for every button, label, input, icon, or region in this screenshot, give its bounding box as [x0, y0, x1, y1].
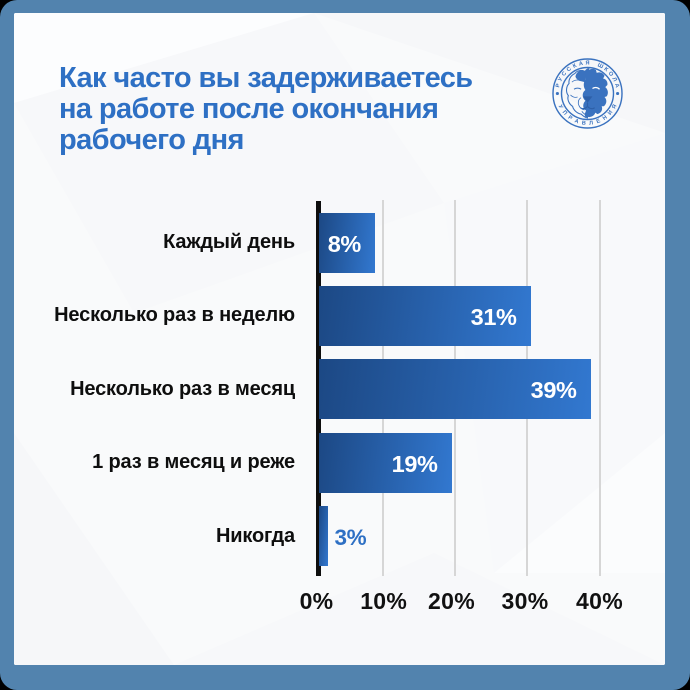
svg-text:Я: Я — [611, 103, 618, 109]
svg-text:И: И — [607, 109, 614, 116]
svg-text:А: А — [613, 83, 620, 88]
svg-text:Р: Р — [566, 114, 573, 121]
svg-text:Я: Я — [585, 60, 589, 66]
svg-text:О: О — [606, 70, 614, 78]
svg-text:Е: Е — [595, 118, 601, 125]
svg-text:Н: Н — [601, 114, 608, 121]
svg-text:Р: Р — [555, 83, 562, 88]
svg-text:А: А — [578, 61, 583, 68]
svg-text:С: С — [565, 66, 572, 73]
svg-text:А: А — [573, 118, 579, 125]
svg-text:В: В — [581, 120, 586, 126]
svg-text:Л: Л — [610, 76, 617, 82]
svg-text:К: К — [572, 62, 578, 69]
svg-text:Л: Л — [588, 120, 593, 126]
svg-text:У: У — [557, 76, 564, 82]
svg-text:К: К — [602, 66, 609, 73]
svg-text:Ш: Ш — [596, 62, 604, 70]
svg-text:П: П — [560, 109, 567, 116]
svg-text:С: С — [560, 70, 567, 77]
svg-text:У: У — [556, 104, 563, 110]
